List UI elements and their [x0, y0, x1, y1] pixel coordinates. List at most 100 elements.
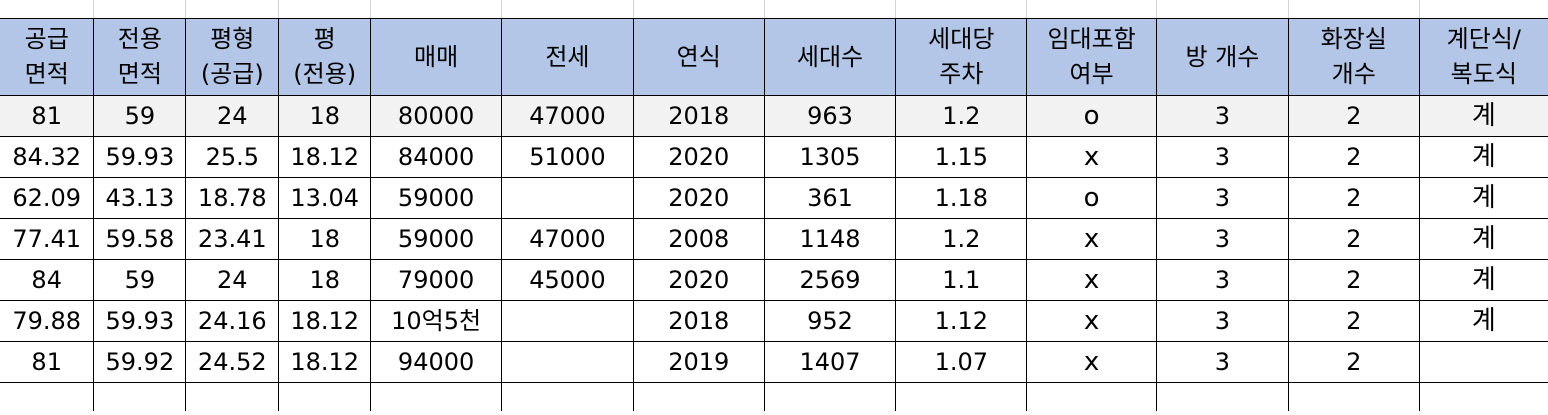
table-cell[interactable]: 361 — [763, 177, 897, 219]
table-cell[interactable]: 59000 — [370, 218, 503, 260]
table-cell[interactable]: x — [1026, 300, 1158, 342]
table-cell[interactable]: x — [1026, 136, 1158, 178]
table-cell[interactable]: 84 — [0, 259, 95, 301]
table-cell[interactable]: 2020 — [632, 259, 765, 301]
sheet-cell[interactable] — [1287, 382, 1420, 411]
table-cell[interactable]: 59 — [93, 95, 187, 137]
table-cell[interactable]: 963 — [763, 95, 897, 137]
sheet-cell[interactable] — [1156, 0, 1289, 19]
table-cell[interactable]: 24.52 — [185, 341, 280, 383]
sheet-cell[interactable] — [1026, 0, 1158, 19]
table-cell[interactable]: 1148 — [763, 218, 897, 260]
table-cell[interactable]: 81 — [0, 95, 95, 137]
column-header[interactable]: 매매 — [370, 18, 503, 96]
table-cell[interactable]: 2 — [1287, 177, 1420, 219]
table-cell[interactable]: 3 — [1156, 259, 1289, 301]
table-cell[interactable]: 43.13 — [93, 177, 187, 219]
table-cell[interactable]: 18 — [278, 95, 372, 137]
table-cell[interactable]: 79000 — [370, 259, 503, 301]
sheet-cell[interactable] — [632, 382, 765, 411]
table-cell[interactable]: 계 — [1418, 218, 1548, 260]
table-cell[interactable]: 45000 — [501, 259, 634, 301]
table-cell[interactable]: 47000 — [501, 218, 634, 260]
sheet-cell[interactable] — [93, 0, 187, 19]
sheet-cell[interactable] — [185, 382, 280, 411]
table-cell[interactable]: 2018 — [632, 300, 765, 342]
table-cell[interactable] — [501, 341, 634, 383]
column-header[interactable]: 세대수 — [763, 18, 897, 96]
sheet-cell[interactable] — [763, 0, 897, 19]
table-cell[interactable]: 2 — [1287, 218, 1420, 260]
table-cell[interactable]: 계 — [1418, 95, 1548, 137]
table-cell[interactable]: 2569 — [763, 259, 897, 301]
column-header[interactable]: 연식 — [632, 18, 765, 96]
table-cell[interactable]: 77.41 — [0, 218, 95, 260]
table-cell[interactable]: 952 — [763, 300, 897, 342]
table-cell[interactable]: 계 — [1418, 177, 1548, 219]
column-header[interactable]: 평형 (공급) — [185, 18, 280, 96]
table-cell[interactable]: 59.93 — [93, 136, 187, 178]
table-cell[interactable]: 59000 — [370, 177, 503, 219]
table-cell[interactable]: 3 — [1156, 177, 1289, 219]
table-cell[interactable]: 2 — [1287, 136, 1420, 178]
sheet-cell[interactable] — [632, 0, 765, 19]
table-cell[interactable]: 84000 — [370, 136, 503, 178]
table-cell[interactable]: 계 — [1418, 300, 1548, 342]
table-cell[interactable]: 3 — [1156, 95, 1289, 137]
sheet-cell[interactable] — [501, 382, 634, 411]
table-cell[interactable]: 1.15 — [895, 136, 1028, 178]
table-cell[interactable]: x — [1026, 341, 1158, 383]
table-cell[interactable]: 1.07 — [895, 341, 1028, 383]
sheet-cell[interactable] — [895, 0, 1028, 19]
table-cell[interactable]: 2018 — [632, 95, 765, 137]
table-cell[interactable]: 3 — [1156, 341, 1289, 383]
table-cell[interactable] — [501, 300, 634, 342]
sheet-cell[interactable] — [278, 382, 372, 411]
table-cell[interactable]: 13.04 — [278, 177, 372, 219]
table-cell[interactable]: 24 — [185, 95, 280, 137]
table-cell[interactable]: 3 — [1156, 218, 1289, 260]
sheet-cell[interactable] — [1156, 382, 1289, 411]
column-header[interactable]: 세대당 주차 — [895, 18, 1028, 96]
table-cell[interactable]: 80000 — [370, 95, 503, 137]
table-cell[interactable]: 24 — [185, 259, 280, 301]
table-cell[interactable]: x — [1026, 259, 1158, 301]
sheet-cell[interactable] — [501, 0, 634, 19]
sheet-cell[interactable] — [93, 382, 187, 411]
table-cell[interactable]: 18.12 — [278, 136, 372, 178]
table-cell[interactable] — [1418, 341, 1548, 383]
table-cell[interactable]: 1.12 — [895, 300, 1028, 342]
table-cell[interactable]: 18.12 — [278, 341, 372, 383]
table-cell[interactable]: 18.78 — [185, 177, 280, 219]
table-cell[interactable]: 2019 — [632, 341, 765, 383]
table-cell[interactable]: 62.09 — [0, 177, 95, 219]
table-cell[interactable]: 2008 — [632, 218, 765, 260]
sheet-cell[interactable] — [763, 382, 897, 411]
table-cell[interactable]: 24.16 — [185, 300, 280, 342]
column-header[interactable]: 화장실 개수 — [1287, 18, 1420, 96]
column-header[interactable]: 전용 면적 — [93, 18, 187, 96]
table-cell[interactable]: 1407 — [763, 341, 897, 383]
table-cell[interactable]: 25.5 — [185, 136, 280, 178]
column-header[interactable]: 공급 면적 — [0, 18, 95, 96]
table-cell[interactable]: 3 — [1156, 300, 1289, 342]
column-header[interactable]: 전세 — [501, 18, 634, 96]
table-cell[interactable]: 3 — [1156, 136, 1289, 178]
table-cell[interactable]: 2 — [1287, 259, 1420, 301]
table-cell[interactable]: 2 — [1287, 300, 1420, 342]
sheet-cell[interactable] — [895, 382, 1028, 411]
table-cell[interactable]: 23.41 — [185, 218, 280, 260]
sheet-cell[interactable] — [1026, 382, 1158, 411]
sheet-cell[interactable] — [185, 0, 280, 19]
table-cell[interactable]: 59 — [93, 259, 187, 301]
column-header[interactable]: 임대포함 여부 — [1026, 18, 1158, 96]
table-cell[interactable]: 18.12 — [278, 300, 372, 342]
table-cell[interactable]: 81 — [0, 341, 95, 383]
sheet-cell[interactable] — [278, 0, 372, 19]
table-cell[interactable]: 84.32 — [0, 136, 95, 178]
sheet-cell[interactable] — [1418, 382, 1548, 411]
sheet-cell[interactable] — [1418, 0, 1548, 19]
table-cell[interactable]: 79.88 — [0, 300, 95, 342]
sheet-cell[interactable] — [1287, 0, 1420, 19]
table-cell[interactable]: 2 — [1287, 95, 1420, 137]
